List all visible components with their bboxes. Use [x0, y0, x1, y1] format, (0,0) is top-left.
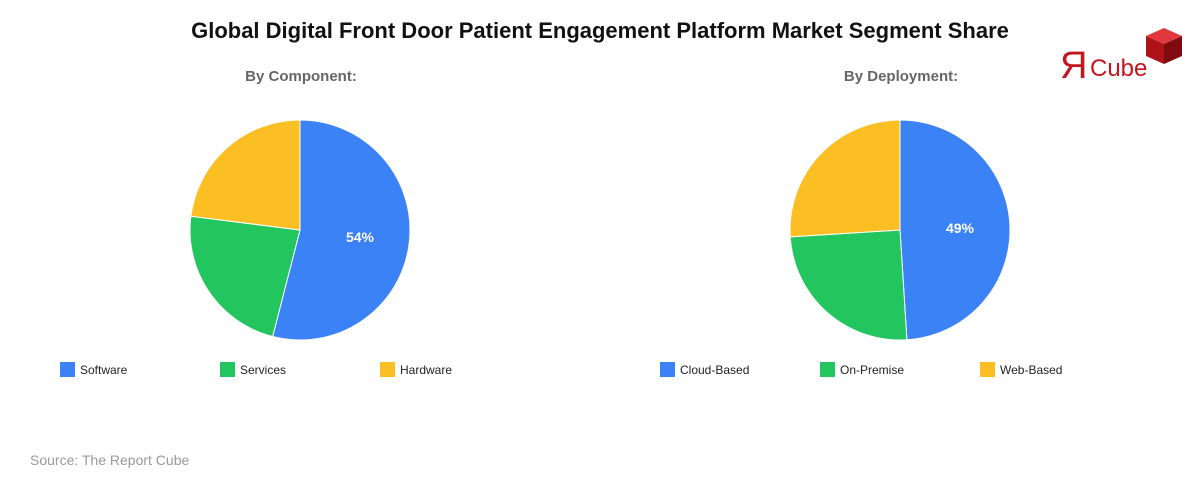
legend-label: Cloud-Based [680, 362, 750, 377]
hardware-swatch [380, 362, 395, 377]
pie-slice-hardware[interactable] [190, 119, 301, 231]
component-pie-chart: 54% [189, 119, 411, 341]
legend-item-software[interactable]: Software [60, 362, 127, 377]
legend-label: Web-Based [1000, 362, 1063, 377]
pie-slice-on-premise[interactable] [789, 229, 908, 341]
report-cube-logo: Я Cube [1060, 28, 1182, 86]
services-swatch [220, 362, 235, 377]
logo-mark: Я [1060, 45, 1087, 86]
legend-item-cloud-based[interactable]: Cloud-Based [660, 362, 749, 377]
software-share-label: 54% [346, 229, 375, 245]
legend-label: Software [80, 362, 128, 377]
software-swatch [60, 362, 75, 377]
deployment-pie-chart: 49% [789, 119, 1011, 341]
pie-slice-services[interactable] [189, 215, 301, 338]
deployment-chart-subtitle: By Deployment: [843, 68, 959, 85]
cloud-share-label: 49% [946, 220, 975, 236]
on-premise-swatch [820, 362, 835, 377]
legend-label: Hardware [400, 362, 453, 377]
source-note: Source: The Report Cube [30, 452, 190, 468]
logo-text: Cube [1090, 55, 1147, 82]
cloud-based-swatch [660, 362, 675, 377]
chart-title: Global Digital Front Door Patient Engage… [191, 18, 1009, 43]
pie-slice-software[interactable] [272, 119, 411, 341]
legend-label: Services [240, 362, 287, 377]
web-based-swatch [980, 362, 995, 377]
pie-slice-web-based[interactable] [789, 119, 901, 238]
legend-item-web-based[interactable]: Web-Based [980, 362, 1062, 377]
component-chart-subtitle: By Component: [245, 68, 357, 85]
legend-label: On-Premise [840, 362, 905, 377]
legend-item-services[interactable]: Services [220, 362, 286, 377]
legend-item-hardware[interactable]: Hardware [380, 362, 452, 377]
pie-slice-cloud-based[interactable] [899, 119, 1011, 341]
legend-item-on-premise[interactable]: On-Premise [820, 362, 904, 377]
cube-icon [1146, 28, 1182, 64]
